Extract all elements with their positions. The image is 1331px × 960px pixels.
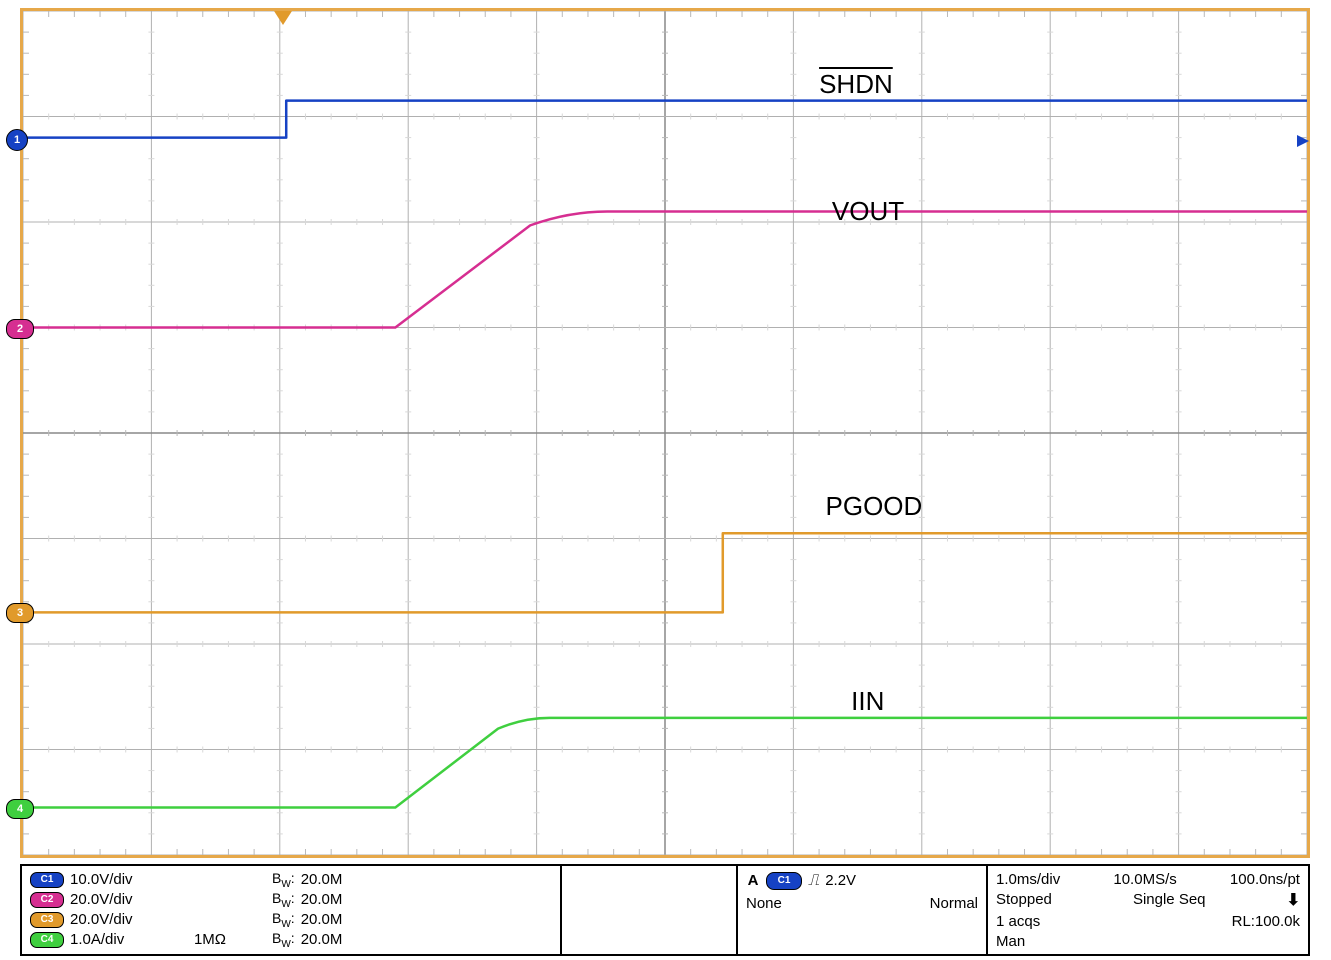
ch4-bw-value: 20.0M: [301, 930, 343, 950]
acq-count: 1 acqs: [996, 912, 1040, 932]
ch3-label: PGOOD: [826, 491, 923, 522]
timebase-value: 1.0ms/div: [996, 870, 1060, 890]
ch4-scale: 1.0A/div: [70, 930, 160, 950]
ch1-settings-row: C1 10.0V/div BW: 20.0M: [30, 870, 552, 890]
acq-seq: Single Seq: [1133, 890, 1206, 912]
trigger-level: 2.2V: [825, 871, 856, 891]
waveform-plot-area: [20, 8, 1310, 858]
ch2-label: VOUT: [832, 196, 904, 227]
down-arrow-icon: ⬇: [1287, 890, 1300, 912]
time-resolution-value: 100.0ns/pt: [1230, 870, 1300, 890]
ch2-settings-row: C2 20.0V/div BW: 20.0M: [30, 890, 552, 910]
ch1-bw-label: BW:: [272, 869, 295, 891]
trigger-mode-left: None: [746, 894, 782, 914]
ch3-settings-row: C3 20.0V/div BW: 20.0M: [30, 910, 552, 930]
trigger-mode-right: Normal: [930, 894, 978, 914]
ch2-badge: C2: [30, 892, 64, 908]
info-empty-column: [562, 866, 738, 954]
ch1-ground-arrow-icon: [1297, 135, 1309, 147]
acquisition-settings-column: 1.0ms/div 10.0MS/s 100.0ns/pt Stopped Si…: [988, 866, 1308, 954]
ch1-scale: 10.0V/div: [70, 870, 160, 890]
trigger-a-label: A: [746, 871, 760, 891]
oscilloscope-capture: 1 2 3 4 SHDN VOUT PGOOD IIN C1 10.0V/div BW: 20.0…: [0, 0, 1331, 960]
acq-mode: Man: [996, 932, 1025, 952]
ch2-bw-value: 20.0M: [301, 890, 343, 910]
channel-settings-column: C110.0V/divBW:20.0MC220.0V/divBW:20.0MC3…: [22, 866, 562, 954]
ch2-bw-label: BW:: [272, 889, 295, 911]
channel-3-ground-marker: 3: [6, 603, 34, 623]
ch4-badge: C4: [30, 932, 64, 948]
ch4-settings-row: C4 1.0A/div 1MΩ BW: 20.0M: [30, 930, 552, 950]
trigger-position-marker: [274, 11, 292, 25]
ch3-bw-value: 20.0M: [301, 910, 343, 930]
info-panel: C110.0V/divBW:20.0MC220.0V/divBW:20.0MC3…: [20, 864, 1310, 956]
trigger-settings-column: A C1 ⎍ 2.2V None Normal: [738, 866, 988, 954]
waveform-svg: [23, 11, 1307, 855]
channel-1-ground-marker: 1: [6, 129, 28, 151]
trigger-source-badge: C1: [766, 872, 802, 890]
ch3-scale: 20.0V/div: [70, 910, 160, 930]
ch4-bw-label: BW:: [272, 929, 295, 951]
ch4-coupling: 1MΩ: [166, 930, 226, 950]
rising-edge-icon: ⎍: [808, 870, 819, 892]
channel-4-ground-marker: 4: [6, 799, 34, 819]
ch3-bw-label: BW:: [272, 909, 295, 931]
ch1-label: SHDN: [819, 69, 893, 100]
acq-state: Stopped: [996, 890, 1052, 912]
record-length: RL:100.0k: [1232, 912, 1300, 932]
ch4-label: IIN: [851, 686, 884, 717]
ch1-badge: C1: [30, 872, 64, 888]
channel-2-ground-marker: 2: [6, 319, 34, 339]
sample-rate-value: 10.0MS/s: [1113, 870, 1176, 890]
ch3-badge: C3: [30, 912, 64, 928]
ch2-scale: 20.0V/div: [70, 890, 160, 910]
ch1-bw-value: 20.0M: [301, 870, 343, 890]
